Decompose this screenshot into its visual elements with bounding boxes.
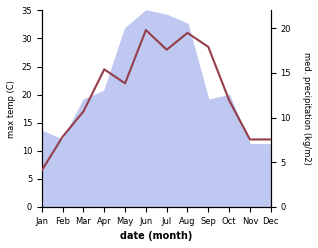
Y-axis label: med. precipitation (kg/m2): med. precipitation (kg/m2) — [302, 52, 311, 165]
Y-axis label: max temp (C): max temp (C) — [7, 80, 16, 138]
X-axis label: date (month): date (month) — [120, 231, 192, 241]
